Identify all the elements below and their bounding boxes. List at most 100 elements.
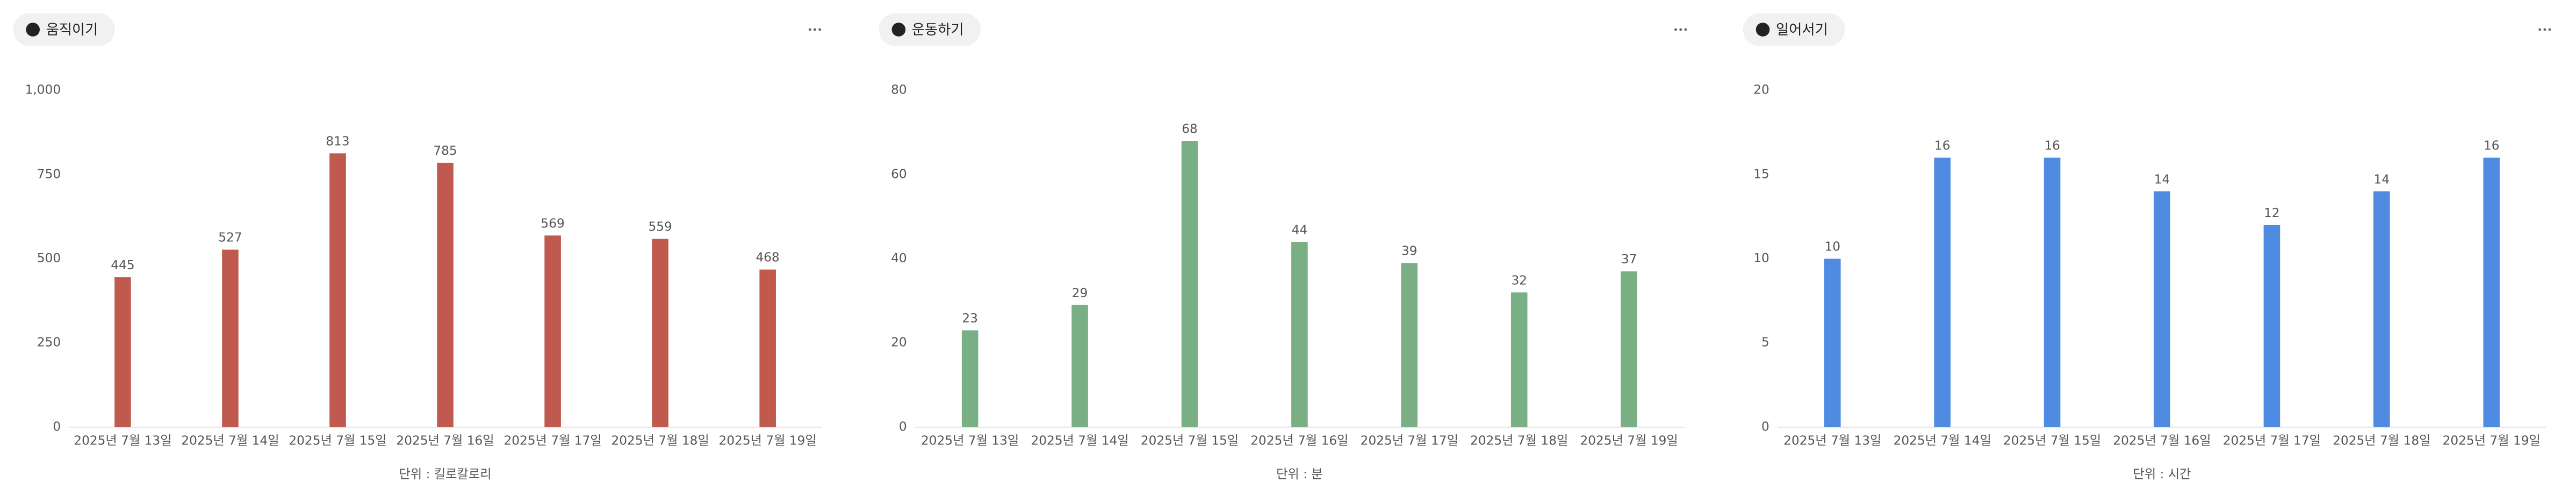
x-tick-label: 2025년 7월 15일: [1141, 433, 1239, 448]
pill-background: [1743, 13, 1845, 46]
pill-icon: [26, 23, 40, 37]
value-label: 16: [2484, 139, 2500, 153]
bar: [652, 239, 668, 427]
chart-panel: 움직이기 0 250 500 750 1,000 2025년 7월 13일 445 2025년 …: [13, 13, 822, 481]
x-tick-label: 2025년 7월 13일: [74, 433, 171, 448]
menu-dot: [2543, 28, 2546, 31]
chart-title: 운동하기: [912, 22, 964, 38]
bar: [222, 249, 239, 427]
more-menu[interactable]: [2538, 28, 2551, 31]
value-label: 813: [326, 134, 349, 148]
bar: [1291, 242, 1308, 427]
axis-unit-label: 단위 : 킬로칼로리: [399, 467, 491, 481]
y-tick-label: 0: [899, 419, 907, 434]
x-tick-label: 2025년 7월 19일: [719, 433, 817, 448]
bar: [1934, 157, 1951, 427]
y-tick-label: 10: [1753, 251, 1769, 265]
title-pill[interactable]: 운동하기: [879, 13, 981, 46]
x-tick-label: 2025년 7월 15일: [2003, 433, 2101, 448]
bar: [1181, 141, 1198, 427]
y-tick-label: 40: [891, 251, 907, 265]
pill-icon: [1755, 23, 1770, 37]
x-tick-label: 2025년 7월 17일: [2223, 433, 2321, 448]
chart-panel: 일어서기 0 5 10 15 20 2025년 7월 13일 10 2025년 7월 14일 16…: [1743, 13, 2551, 481]
value-label: 14: [2154, 172, 2170, 186]
value-label: 16: [2044, 139, 2060, 153]
value-label: 527: [218, 231, 242, 245]
x-tick-label: 2025년 7월 14일: [1031, 433, 1128, 448]
value-label: 14: [2374, 172, 2390, 186]
pill-icon: [891, 23, 906, 37]
value-label: 468: [756, 250, 780, 265]
y-tick-label: 60: [891, 167, 907, 181]
value-label: 32: [1511, 273, 1527, 287]
value-label: 39: [1401, 243, 1417, 258]
x-tick-label: 2025년 7월 18일: [2333, 433, 2430, 448]
chart-panel: 운동하기 0 20 40 60 80 2025년 7월 13일 23 2025년 7월 14일 2…: [879, 13, 1687, 481]
x-tick-label: 2025년 7월 14일: [1894, 433, 1991, 448]
x-tick-label: 2025년 7월 16일: [1250, 433, 1348, 448]
menu-dot: [818, 28, 822, 31]
y-tick-label: 20: [891, 335, 907, 350]
value-label: 445: [111, 258, 134, 272]
title-pill[interactable]: 움직이기: [13, 13, 116, 46]
value-label: 10: [1825, 240, 1841, 254]
axis-unit-label: 단위 : 분: [1276, 467, 1323, 481]
y-tick-label: 0: [53, 419, 61, 434]
y-tick-label: 500: [37, 251, 61, 265]
bar: [1510, 292, 1528, 427]
bar: [1824, 258, 1841, 427]
menu-dot: [1684, 28, 1687, 31]
value-label: 68: [1182, 121, 1198, 136]
bar: [961, 330, 978, 427]
more-menu[interactable]: [808, 28, 822, 31]
menu-dot: [2548, 28, 2551, 31]
chart-title: 일어서기: [1776, 22, 1828, 38]
value-label: 785: [433, 143, 457, 158]
bar: [2263, 225, 2280, 427]
value-label: 569: [541, 216, 564, 231]
y-tick-label: 0: [1761, 419, 1769, 434]
bar: [2373, 191, 2390, 427]
menu-dot: [814, 28, 816, 31]
x-tick-label: 2025년 7월 17일: [503, 433, 601, 448]
value-label: 12: [2264, 206, 2280, 220]
bar: [437, 162, 454, 427]
bar: [1401, 263, 1418, 427]
x-tick-label: 2025년 7월 16일: [396, 433, 494, 448]
axis-unit-label: 단위 : 시간: [2133, 467, 2191, 481]
x-tick-label: 2025년 7월 15일: [289, 433, 386, 448]
value-label: 16: [1934, 139, 1951, 153]
y-tick-label: 20: [1753, 83, 1769, 97]
value-label: 559: [648, 220, 672, 234]
bar: [544, 235, 561, 427]
bar: [2483, 157, 2500, 427]
x-tick-label: 2025년 7월 17일: [1361, 433, 1458, 448]
bar: [329, 153, 346, 427]
menu-dot: [1674, 28, 1677, 31]
menu-dot: [2538, 28, 2542, 31]
menu-dot: [1679, 28, 1682, 31]
value-label: 23: [962, 311, 978, 326]
chart-title: 움직이기: [46, 22, 98, 38]
pill-background: [879, 13, 981, 46]
bar: [2043, 157, 2061, 427]
value-label: 37: [1621, 252, 1637, 267]
x-tick-label: 2025년 7월 19일: [1580, 433, 1678, 448]
menu-dot: [808, 28, 811, 31]
x-tick-label: 2025년 7월 14일: [181, 433, 279, 448]
title-pill[interactable]: 일어서기: [1743, 13, 1845, 46]
y-tick-label: 5: [1761, 335, 1769, 350]
y-tick-label: 80: [891, 83, 907, 97]
bar: [2154, 191, 2170, 427]
x-tick-label: 2025년 7월 18일: [1470, 433, 1568, 448]
x-tick-label: 2025년 7월 19일: [2443, 433, 2541, 448]
value-label: 44: [1292, 222, 1308, 237]
bar: [114, 277, 131, 427]
x-tick-label: 2025년 7월 16일: [2113, 433, 2211, 448]
bar: [1071, 305, 1088, 427]
more-menu[interactable]: [1674, 28, 1687, 31]
bar: [1621, 271, 1637, 427]
x-tick-label: 2025년 7월 18일: [611, 433, 709, 448]
